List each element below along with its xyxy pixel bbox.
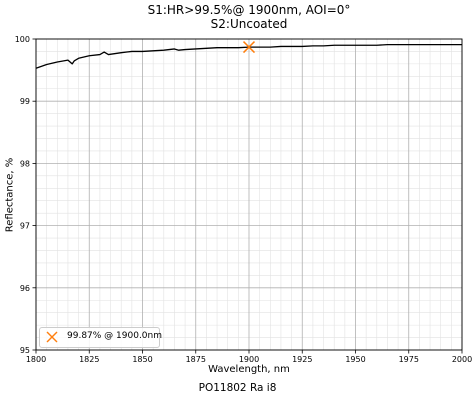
x-tick-label: 1900 — [239, 355, 259, 364]
legend: 99.87% @ 1900.0nm — [39, 327, 163, 348]
x-axis-label: Wavelength, nm — [208, 364, 290, 375]
legend-marker-icon — [46, 331, 58, 343]
y-tick-label: 100 — [15, 35, 30, 44]
x-tick-label: 2000 — [452, 355, 472, 364]
chart-title: S1:HR>99.5%@ 1900nm, AOI=0° — [147, 3, 351, 17]
x-tick-label: 1950 — [345, 355, 365, 364]
x-tick-label: 1850 — [132, 355, 152, 364]
series-line — [35, 43, 462, 69]
y-tick-label: 96 — [20, 284, 30, 293]
plot-frame — [35, 38, 463, 351]
y-tick-label: 99 — [20, 97, 30, 106]
legend-label: 99.87% @ 1900.0nm — [67, 331, 163, 341]
y-tick-label: 97 — [20, 222, 30, 231]
chart-subtitle: S2:Uncoated — [210, 17, 288, 31]
y-tick-label: 98 — [20, 159, 30, 168]
data-marker-stroke-b — [242, 41, 256, 54]
y-tick-label: 95 — [20, 346, 30, 355]
x-tick-label: 1875 — [186, 355, 206, 364]
x-tick-label: 1800 — [26, 355, 46, 364]
x-tick-label: 1925 — [292, 355, 312, 364]
x-tick-label: 1825 — [79, 355, 99, 364]
chart-footer: PO11802 Ra i8 — [198, 382, 277, 394]
x-tick-label: 1975 — [399, 355, 419, 364]
y-axis-label: Reflectance, % — [4, 157, 16, 233]
